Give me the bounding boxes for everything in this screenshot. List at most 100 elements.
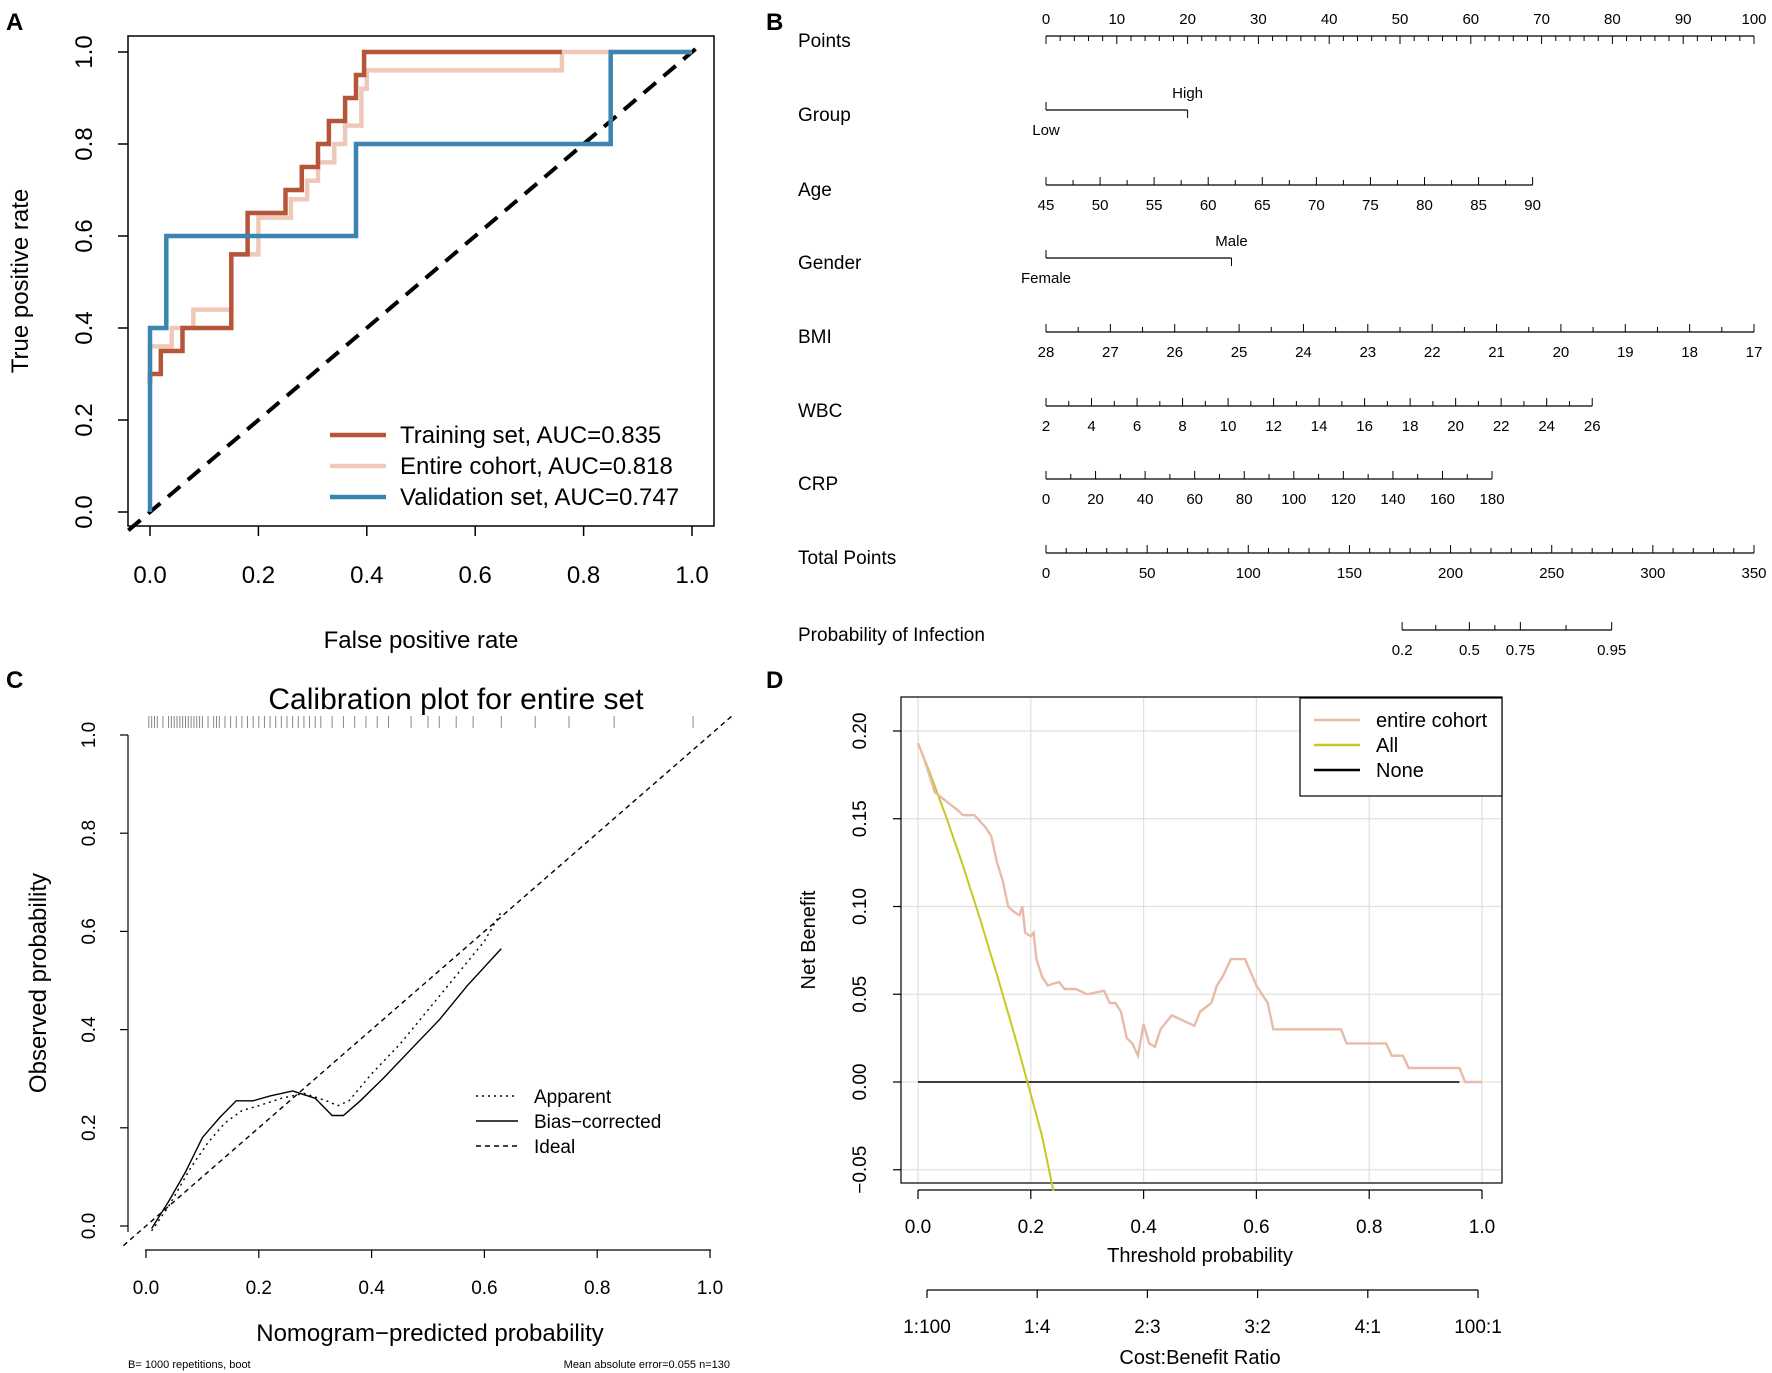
calibration-solid-line	[151, 948, 502, 1229]
roc-y-axis-label: True positive rate	[7, 189, 34, 374]
nomogram-tick-label: 26	[1584, 418, 1601, 435]
calibration-x-tick-label: 1.0	[697, 1278, 723, 1299]
nomogram-tick-label: 100	[1741, 11, 1766, 28]
roc-x-axis-label: False positive rate	[324, 627, 519, 654]
nomogram-tick-label: 8	[1178, 418, 1186, 435]
nomogram-tick-label: 30	[1250, 11, 1267, 28]
nomogram-tick-label: 80	[1236, 491, 1253, 508]
nomogram-tick-label: 12	[1265, 418, 1282, 435]
nomogram-tick-label: 16	[1356, 418, 1373, 435]
nomogram-row-label: Total Points	[798, 548, 896, 569]
dca-cost-benefit-axis: 1:100 1:4 2:3 3:2 4:1 100:1	[903, 1289, 1502, 1338]
calibration-x-tick-label: 0.2	[246, 1278, 272, 1299]
calibration-footnote-left: B= 1000 repetitions, boot	[128, 1359, 251, 1371]
dca-cost-benefit-label: Cost:Benefit Ratio	[1119, 1347, 1280, 1369]
calibration-panel: Calibration plot for entire set 0.0 0.2 0.…	[25, 683, 734, 1371]
nomogram-tick-label: 0.95	[1597, 642, 1626, 659]
roc-y-tick-label: 0.0	[71, 495, 98, 528]
dca-legend-box	[1299, 697, 1503, 797]
roc-legend-label: Training set, AUC=0.835	[400, 422, 661, 449]
dca-x-tick-label: 0.8	[1356, 1217, 1382, 1238]
calibration-x-axis-label: Nomogram−predicted probability	[256, 1320, 604, 1347]
calibration-y-axis-label: Observed probability	[25, 873, 52, 1093]
panel-letter-b: B	[766, 9, 783, 36]
nomogram-row-label: Group	[798, 105, 851, 126]
panel-letter-d: D	[766, 667, 783, 694]
dca-series-dca_entire-line	[916, 742, 1482, 1084]
nomogram-tick-label: High	[1172, 85, 1203, 102]
roc-legend: Training set, AUC=0.835 Entire cohort, AU…	[330, 422, 679, 511]
calibration-x-axis: 0.0 0.2 0.4 0.6 0.8 1.0	[133, 1250, 723, 1299]
nomogram-tick-label: 40	[1137, 491, 1154, 508]
dca-y-tick-label: −0.05	[850, 1146, 871, 1194]
nomogram-tick-label: 90	[1675, 11, 1692, 28]
roc-x-axis: 0.0 0.2 0.4 0.6 0.8 1.0	[133, 526, 709, 589]
roc-plot-frame	[127, 35, 715, 527]
nomogram-tick-label: 28	[1038, 344, 1055, 361]
roc-y-tick-label: 0.4	[71, 311, 98, 344]
calibration-dotted-line	[151, 911, 502, 1232]
nomogram-tick-label: 2	[1042, 418, 1050, 435]
dca-legend-label: All	[1376, 735, 1398, 757]
nomogram-tick-label: 250	[1539, 565, 1564, 582]
nomogram-tick-label: 0.5	[1459, 642, 1480, 659]
dca-legend-label: None	[1376, 760, 1424, 782]
dca-y-tick-label: 0.20	[850, 713, 871, 750]
nomogram-tick-label: Low	[1032, 122, 1060, 139]
nomogram-tick-label: 10	[1108, 11, 1125, 28]
calibration-y-axis: 0.0 0.2 0.4 0.6 0.8 1.0	[79, 722, 128, 1239]
nomogram-tick-label: 14	[1311, 418, 1328, 435]
nomogram-tick-label: 20	[1087, 491, 1104, 508]
roc-x-tick-label: 0.4	[350, 562, 383, 589]
dca-plot-frame	[900, 696, 1503, 1184]
dca-cost-benefit-tick-label: 2:3	[1134, 1317, 1160, 1338]
nomogram-tick-label: 60	[1200, 197, 1217, 214]
nomogram-tick-label: 21	[1488, 344, 1505, 361]
nomogram-tick-label: 19	[1617, 344, 1634, 361]
nomogram-tick-label: 100	[1281, 491, 1306, 508]
nomogram-tick-label: 180	[1480, 491, 1505, 508]
dca-y-axis: −0.05 0.00 0.05 0.10 0.15 0.20	[850, 713, 901, 1194]
dca-x-tick-label: 0.6	[1243, 1217, 1269, 1238]
nomogram-tick-label: 0	[1042, 565, 1050, 582]
dca-x-tick-label: 0.0	[905, 1217, 931, 1238]
nomogram-tick-label: 18	[1402, 418, 1419, 435]
roc-legend-label: Validation set, AUC=0.747	[400, 484, 679, 511]
nomogram-tick-label: 24	[1295, 344, 1312, 361]
roc-reference-line	[127, 41, 705, 532]
nomogram-tick-label: 50	[1392, 11, 1409, 28]
roc-x-tick-label: 0.0	[133, 562, 166, 589]
nomogram-tick-label: 22	[1493, 418, 1510, 435]
dca-series-dca_all-line	[917, 742, 1055, 1192]
nomogram-tick-label: 75	[1362, 197, 1379, 214]
nomogram-tick-label: 40	[1321, 11, 1338, 28]
nomogram-tick-label: 200	[1438, 565, 1463, 582]
calibration-legend: Apparent Bias−corrected Ideal	[476, 1087, 661, 1158]
calibration-x-tick-label: 0.6	[471, 1278, 497, 1299]
calibration-footnote-right: Mean absolute error=0.055 n=130	[564, 1359, 730, 1371]
roc-x-tick-label: 1.0	[675, 562, 708, 589]
calibration-y-tick-label: 0.6	[79, 918, 100, 944]
nomogram-tick-label: 22	[1424, 344, 1441, 361]
calibration-rug	[148, 716, 694, 728]
roc-y-tick-label: 0.6	[71, 219, 98, 252]
nomogram-tick-label: 20	[1179, 11, 1196, 28]
nomogram-tick-label: 65	[1254, 197, 1271, 214]
nomogram-tick-label: Male	[1215, 233, 1248, 250]
dca-y-tick-label: 0.15	[850, 800, 871, 837]
nomogram-row-label: Gender	[798, 253, 862, 274]
nomogram-tick-label: 6	[1133, 418, 1141, 435]
nomogram-tick-label: 80	[1416, 197, 1433, 214]
dca-x-axis-label: Threshold probability	[1107, 1245, 1293, 1267]
nomogram-tick-label: 90	[1524, 197, 1541, 214]
nomogram-tick-label: 350	[1741, 565, 1766, 582]
nomogram-tick-label: 0	[1042, 11, 1050, 28]
roc-panel: 0.0 0.2 0.4 0.6 0.8 1.0 0.0 0.2 0.4 0.6 0.8 1.0 Fa…	[7, 35, 715, 654]
dca-series-group	[916, 742, 1482, 1192]
dca-panel: 0.0 0.2 0.4 0.6 0.8 1.0 −0.05 0.00 0.05 0.10 0.15…	[798, 696, 1503, 1369]
dca-cost-benefit-tick-label: 1:100	[903, 1317, 951, 1338]
calibration-y-tick-label: 0.2	[79, 1115, 100, 1141]
dca-x-tick-label: 1.0	[1469, 1217, 1495, 1238]
nomogram-tick-label: 20	[1553, 344, 1570, 361]
